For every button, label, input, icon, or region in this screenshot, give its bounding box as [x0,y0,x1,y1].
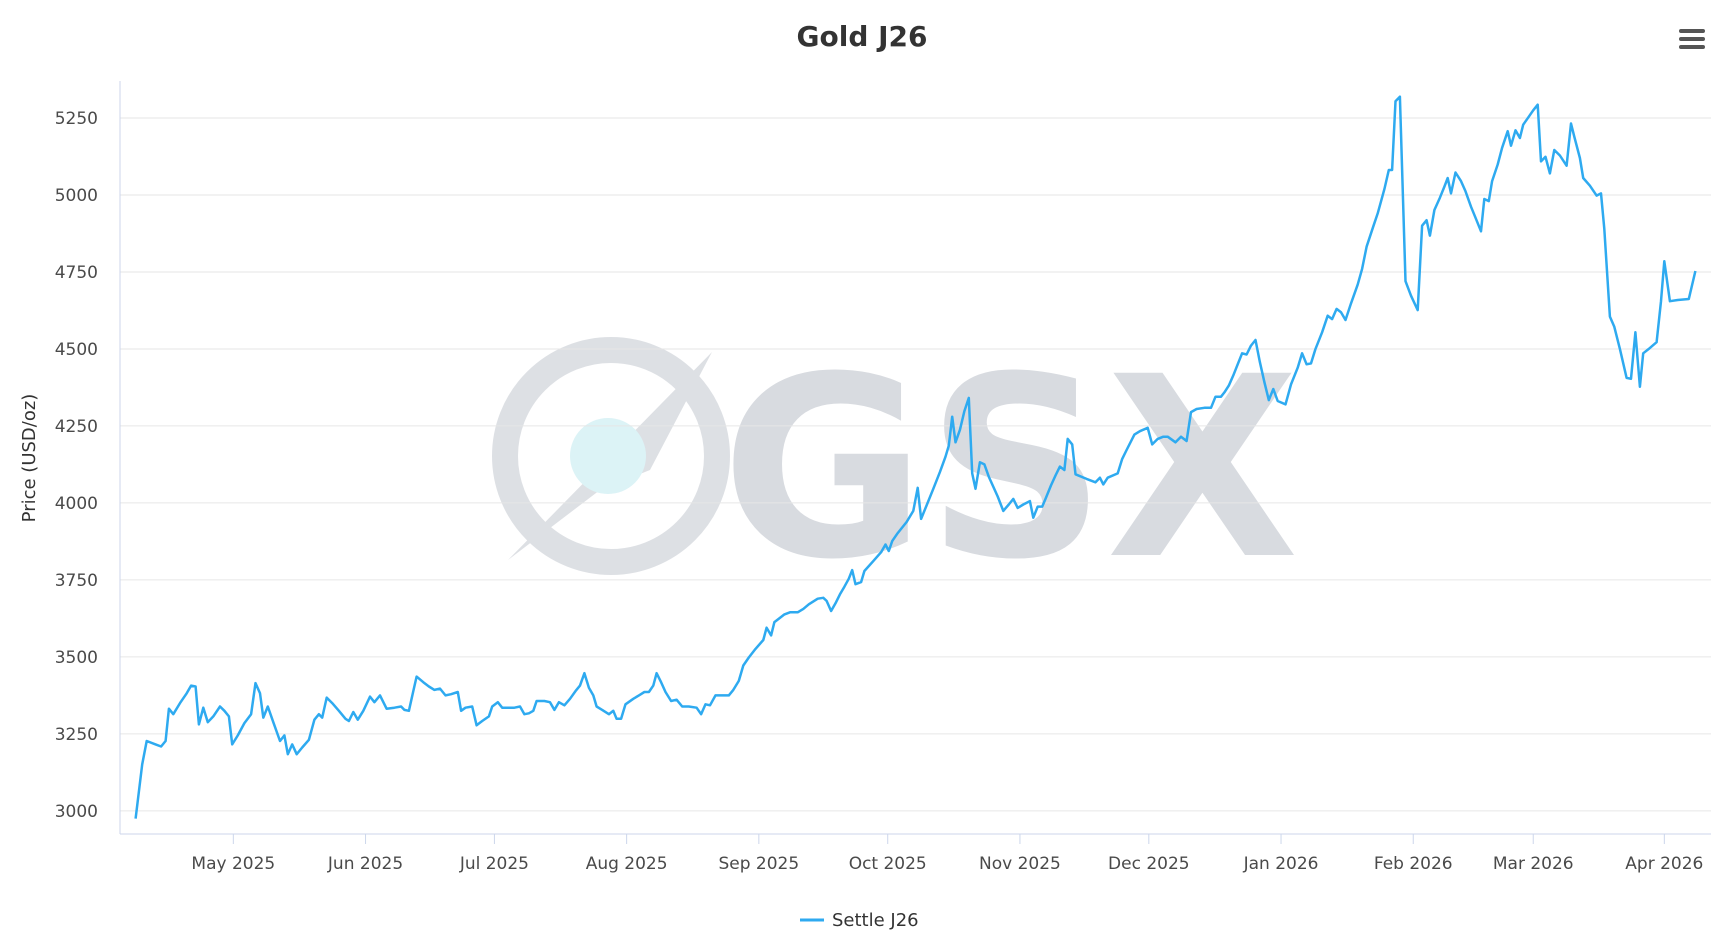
y-tick-label: 4250 [55,417,98,437]
x-tick-label: Apr 2026 [1625,854,1703,874]
x-tick-label: Dec 2025 [1108,854,1190,874]
y-tick-label: 5250 [55,109,98,129]
x-tick-label: Sep 2025 [718,854,799,874]
x-tick-label: Jul 2025 [459,854,529,874]
menu-bar [1679,29,1705,33]
watermark-logo [492,337,730,575]
menu-button[interactable] [1679,29,1705,49]
y-tick-label: 5000 [55,186,98,206]
x-tick-label: Oct 2025 [849,854,927,874]
x-tick-label: Mar 2026 [1493,854,1574,874]
y-tick-label: 3500 [55,648,98,668]
legend[interactable]: Settle J26 [800,910,919,931]
y-tick-label: 4500 [55,340,98,360]
y-tick-label: 4000 [55,494,98,514]
y-tick-label: 4750 [55,263,98,283]
series-line [134,95,1697,819]
y-tick-label: 3750 [55,571,98,591]
watermark-text: GSX [721,323,1299,614]
watermark-dot [570,418,646,494]
y-axis-label: Price (USD/oz) [19,394,40,523]
legend-label: Settle J26 [832,910,919,931]
chart-title: Gold J26 [797,20,928,53]
y-tick-label: 3250 [55,725,98,745]
x-tick-label: Jun 2025 [327,854,403,874]
x-tick-label: Jan 2026 [1243,854,1319,874]
x-tick-label: Nov 2025 [979,854,1061,874]
x-tick-label: May 2025 [191,854,275,874]
x-tick-label: Feb 2026 [1374,854,1453,874]
x-tick-label: Aug 2025 [586,854,668,874]
menu-bar [1679,37,1705,41]
y-tick-label: 3000 [55,802,98,822]
watermark-ring [492,337,730,575]
menu-bar [1679,45,1705,49]
